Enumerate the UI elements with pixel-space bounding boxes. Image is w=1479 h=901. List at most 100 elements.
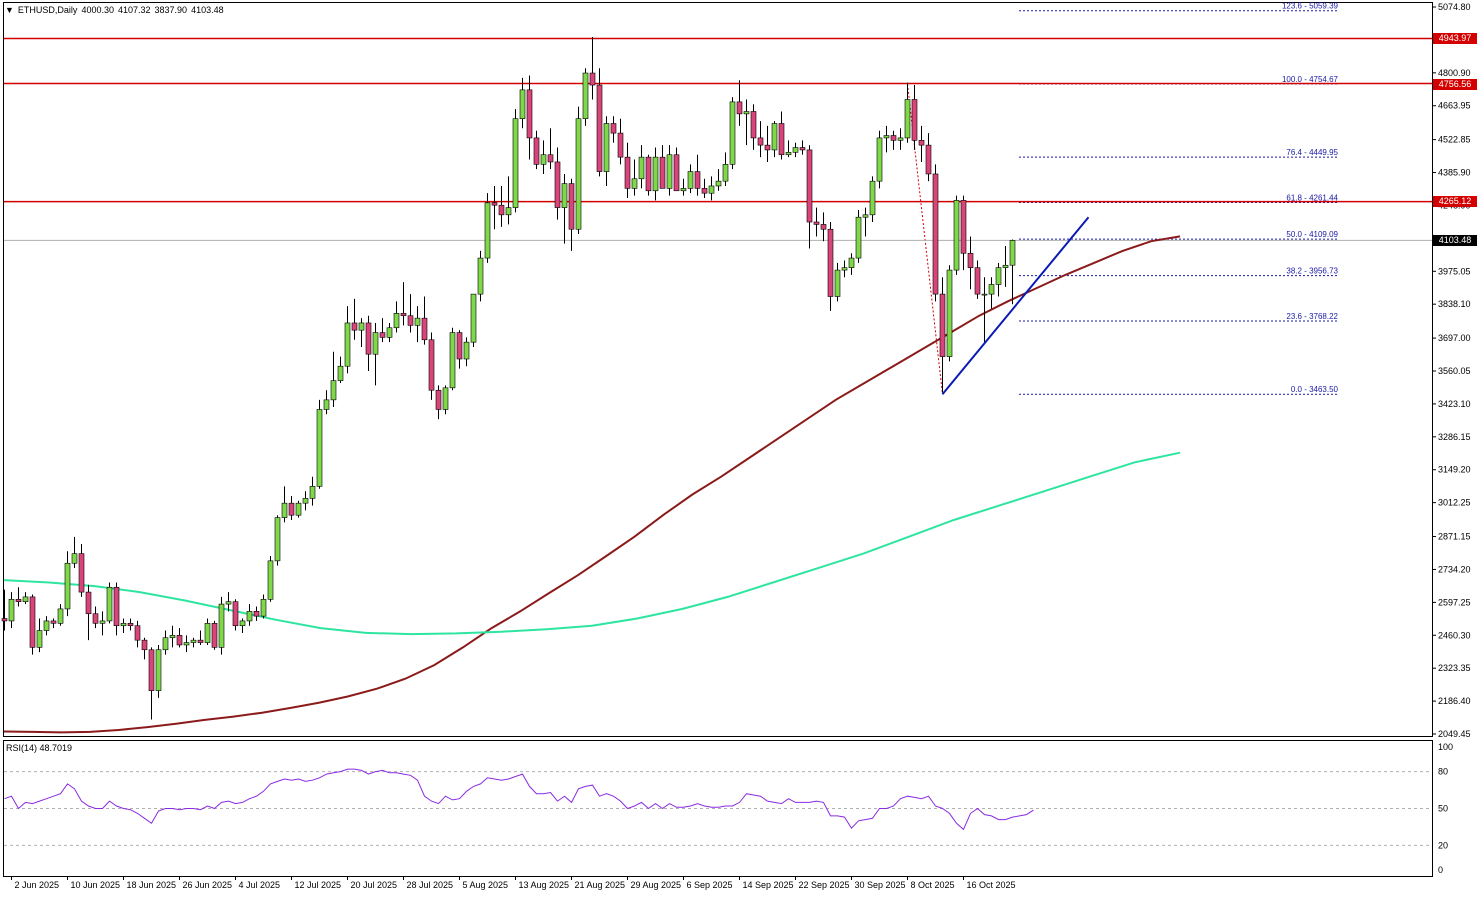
- candle-body-bullish: [120, 623, 127, 627]
- candle-body-bearish: [288, 502, 295, 516]
- candle-body-bullish: [190, 639, 197, 643]
- time-tick-label: 30 Sep 2025: [855, 880, 906, 890]
- candle-body-bullish: [106, 586, 113, 622]
- price-tick-label: 2871.15: [1438, 532, 1471, 542]
- candle-body-bullish: [8, 598, 15, 622]
- candle-body-bullish: [71, 553, 78, 564]
- time-tick-label: 6 Sep 2025: [687, 880, 733, 890]
- candle-body-bearish: [1, 618, 8, 622]
- candle-body-bearish: [974, 267, 981, 295]
- candle-body-bullish: [281, 502, 288, 518]
- candle-body-bullish: [358, 322, 365, 331]
- candle-body-bullish: [463, 341, 470, 360]
- candle-body-bearish: [617, 132, 624, 158]
- time-tick-label: 2 Jun 2025: [15, 880, 60, 890]
- candle-body-bullish: [204, 623, 211, 643]
- ma-slow-line: [3, 451, 1181, 636]
- candle-body-bullish: [855, 216, 862, 259]
- candle-body-bullish: [302, 498, 309, 504]
- time-tick-label: 16 Oct 2025: [967, 880, 1016, 890]
- high-value: 4107.32: [117, 5, 151, 15]
- price-tick-label: 3838.10: [1438, 299, 1471, 309]
- candle-body-bearish: [701, 188, 708, 194]
- candle-body-bullish: [561, 183, 568, 208]
- candle-body-bearish: [533, 137, 540, 165]
- candle-body-bullish: [442, 387, 449, 410]
- candle-body-bearish: [820, 224, 827, 230]
- candle-body-bullish: [946, 269, 953, 357]
- candle-body-bullish: [330, 380, 337, 401]
- candle-body-bullish: [904, 99, 911, 139]
- symbol-label: ETHUSD,Daily: [17, 5, 78, 15]
- price-tick-label: 3975.05: [1438, 266, 1471, 276]
- time-tick-label: 4 Jul 2025: [239, 880, 281, 890]
- candle-body-bullish: [869, 180, 876, 216]
- candle-body-bearish: [491, 202, 498, 206]
- candle-body-bearish: [673, 154, 680, 192]
- candle-body-bullish: [337, 365, 344, 381]
- fib-level-label: 0.0 - 3463.50: [1291, 385, 1339, 394]
- rsi-line: [4, 768, 1034, 831]
- candle-body-bearish: [932, 173, 939, 295]
- price-tick-label: 3149.20: [1438, 465, 1471, 475]
- candle-body-bullish: [708, 185, 715, 194]
- resistance-price-tag: 4756.56: [1433, 79, 1477, 90]
- candle-body-bearish: [547, 154, 554, 163]
- candle-body-bullish: [988, 284, 995, 295]
- time-tick-label: 8 Oct 2025: [911, 880, 955, 890]
- fib-level-label: 61.8 - 4261.44: [1286, 193, 1338, 202]
- price-tick-label: 2734.20: [1438, 564, 1471, 574]
- main-pane-border: [3, 2, 1433, 737]
- rsi-indicator: 100 80 50 20 0: [4, 742, 1453, 875]
- candle-body-bearish: [15, 598, 22, 603]
- candle-body-bullish: [981, 293, 988, 296]
- candle-body-bearish: [694, 171, 701, 189]
- resistance-lines: [4, 37, 1432, 241]
- price-tick-label: 2597.25: [1438, 597, 1471, 607]
- time-tick-label: 20 Jul 2025: [351, 880, 398, 890]
- candle-body-bullish: [323, 399, 330, 410]
- resistance-price-tag: 4265.12: [1433, 196, 1477, 207]
- price-tick-label: 3560.05: [1438, 366, 1471, 376]
- candle-body-bullish: [225, 601, 232, 605]
- fib-level-label: 123.6 - 5059.39: [1282, 2, 1339, 11]
- time-tick-label: 22 Sep 2025: [799, 880, 850, 890]
- candle-body-bearish: [428, 339, 435, 391]
- candle-body-bullish: [1002, 264, 1009, 268]
- candle-body-bearish: [526, 89, 533, 139]
- candle-body-bullish: [897, 137, 904, 141]
- price-tick-label: 4385.90: [1438, 168, 1471, 178]
- dropdown-arrow-icon[interactable]: ▼: [5, 5, 14, 15]
- candle-body-bearish: [498, 204, 505, 216]
- candle-body-bullish: [477, 257, 484, 295]
- candle-body-bullish: [57, 608, 64, 624]
- candle-body-bullish: [218, 603, 225, 648]
- candle-body-bullish: [505, 207, 512, 216]
- candle-body-bullish: [680, 188, 687, 192]
- time-tick-label: 29 Aug 2025: [631, 880, 682, 890]
- candle-body-bearish: [421, 317, 428, 341]
- candle-body-bearish: [50, 620, 57, 624]
- candle-body-bearish: [813, 221, 820, 225]
- candle-body-bearish: [85, 591, 92, 615]
- candle-body-bearish: [589, 72, 596, 86]
- candle-body-bearish: [610, 123, 617, 134]
- time-tick-label: 12 Jul 2025: [295, 880, 342, 890]
- candle-body-bullish: [99, 620, 106, 624]
- fib-level-label: 23.6 - 3768.22: [1286, 312, 1338, 321]
- candle-body-bullish: [995, 267, 1002, 285]
- candle-body-bullish: [722, 164, 729, 182]
- time-tick-label: 14 Sep 2025: [743, 880, 794, 890]
- candle-body-bearish: [736, 101, 743, 115]
- rsi-value: 48.7019: [39, 743, 73, 753]
- candle-body-bullish: [512, 118, 519, 208]
- candle-body-bullish: [246, 611, 253, 622]
- resistance-price-tag: 4943.97: [1433, 33, 1477, 44]
- candle-body-bearish: [918, 140, 925, 146]
- ma-fast-line: [3, 235, 1181, 734]
- candle-body-bullish: [316, 409, 323, 487]
- candle-body-bearish: [750, 111, 757, 139]
- time-tick-label: 5 Aug 2025: [463, 880, 509, 890]
